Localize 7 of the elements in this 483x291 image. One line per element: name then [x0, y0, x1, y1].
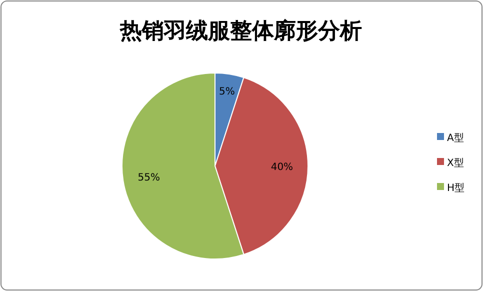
- legend-label: A型: [447, 132, 464, 144]
- legend-label: H型: [447, 182, 465, 194]
- data-label: 55%: [138, 172, 160, 184]
- data-label: 5%: [218, 86, 235, 98]
- legend-label: X型: [447, 157, 464, 169]
- data-label: 40%: [270, 162, 294, 173]
- chart-title: 热销羽绒服整体廓形分析: [119, 18, 362, 44]
